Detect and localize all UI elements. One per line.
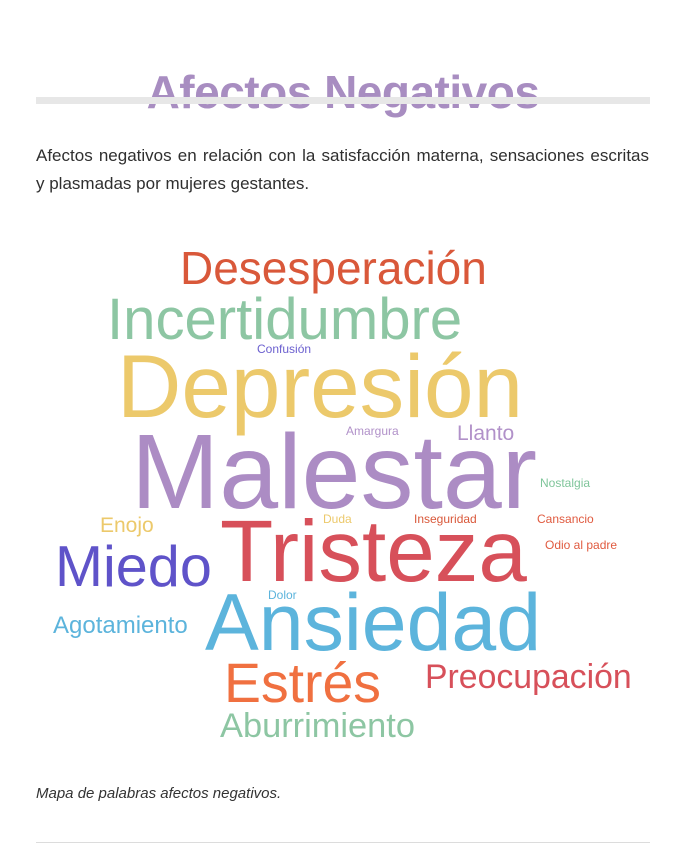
intro-paragraph: Afectos negativos en relación con la sat… (36, 146, 649, 193)
word-tristeza: Tristeza (220, 503, 527, 600)
word-cansancio: Cansancio (537, 512, 594, 526)
word-duda: Duda (323, 512, 352, 526)
word-estres: Estrés (224, 652, 381, 714)
word-confusion: Confusión (257, 342, 312, 356)
word-miedo: Miedo (55, 535, 212, 599)
word-nostalgia: Nostalgia (540, 476, 591, 490)
figure-caption: Mapa de palabras afectos negativos. (36, 785, 282, 802)
word-incertidumbre: Incertidumbre (107, 287, 463, 352)
word-ansiedad: Ansiedad (205, 578, 542, 668)
word-enojo: Enojo (100, 514, 154, 537)
page-title: Afectos Negativos (146, 65, 540, 118)
word-depresion: Depresión (117, 336, 524, 436)
word-agotamiento: Agotamiento (53, 612, 188, 639)
title-divider (36, 97, 650, 104)
word-preocupacion: Preocupación (425, 658, 632, 696)
word-odio-al-padre: Odio al padre (545, 538, 618, 552)
word-aburrimiento: Aburrimiento (220, 707, 415, 745)
bottom-divider (36, 842, 650, 843)
word-desesperacion: Desesperación (180, 242, 487, 294)
word-malestar: Malestar (131, 413, 538, 531)
word-dolor: Dolor (268, 588, 297, 602)
word-inseguridad: Inseguridad (414, 512, 477, 526)
word-amargura: Amargura (346, 424, 399, 438)
word-llanto: Llanto (457, 422, 515, 445)
